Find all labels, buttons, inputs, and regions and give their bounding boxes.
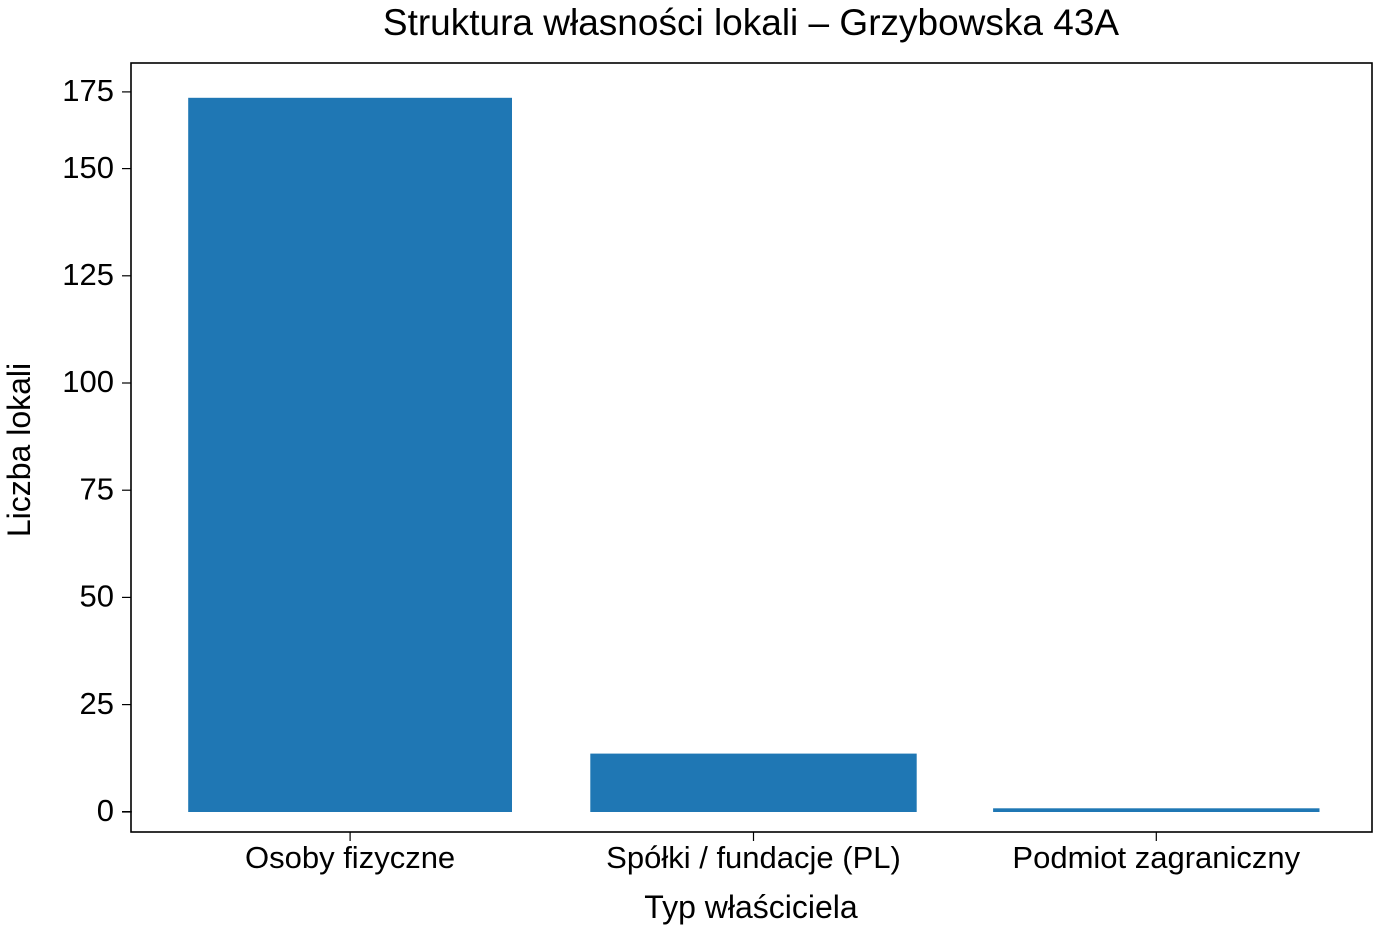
svg-text:150: 150	[62, 150, 114, 185]
svg-text:Typ właściciela: Typ właściciela	[644, 889, 858, 925]
svg-text:Podmiot zagraniczny: Podmiot zagraniczny	[1012, 840, 1300, 875]
svg-text:0: 0	[97, 793, 114, 828]
svg-text:125: 125	[62, 257, 114, 292]
svg-text:175: 175	[62, 73, 114, 108]
svg-text:Liczba lokali: Liczba lokali	[1, 363, 37, 537]
svg-text:Struktura własności lokali – G: Struktura własności lokali – Grzybowska …	[383, 2, 1120, 43]
svg-text:100: 100	[62, 364, 114, 399]
svg-text:75: 75	[80, 471, 114, 506]
svg-text:25: 25	[80, 686, 114, 721]
svg-text:50: 50	[80, 579, 114, 614]
svg-text:Osoby fizyczne: Osoby fizyczne	[245, 840, 455, 875]
svg-text:Spółki / fundacje (PL): Spółki / fundacje (PL)	[606, 840, 901, 875]
